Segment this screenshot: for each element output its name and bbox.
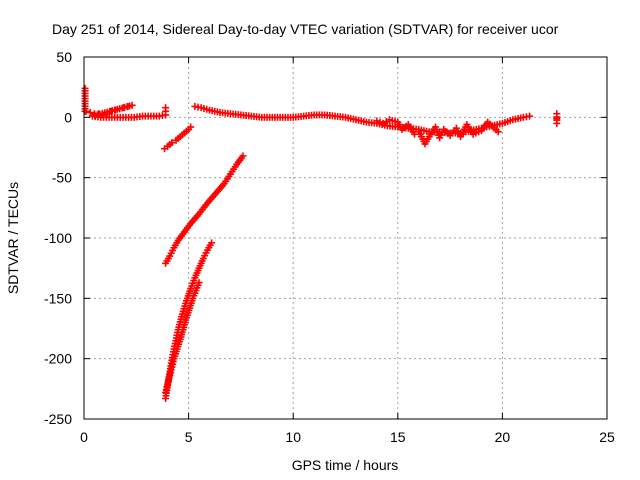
data-point — [526, 112, 534, 120]
ticks-layer — [83, 56, 608, 420]
x-tick-label: 25 — [599, 429, 615, 445]
data-point — [86, 109, 94, 117]
y-tick-label: -200 — [44, 351, 72, 367]
data-point — [376, 118, 384, 126]
y-tick-label: 0 — [64, 109, 72, 125]
data-point — [553, 119, 561, 127]
points-layer — [81, 84, 561, 402]
data-point — [162, 104, 170, 112]
chart-title: Day 251 of 2014, Sidereal Day-to-day VTE… — [52, 21, 559, 37]
x-tick-labels: 0 5 10 15 20 25 — [80, 429, 615, 445]
x-tick-label: 15 — [390, 429, 406, 445]
data-point — [373, 117, 381, 125]
y-tick-label: -250 — [44, 411, 72, 427]
data-point — [168, 139, 176, 147]
x-tick-label: 10 — [285, 429, 301, 445]
y-tick-labels: 50 0 -50 -100 -150 -200 -250 — [44, 49, 72, 427]
data-point — [494, 128, 502, 136]
data-point — [195, 279, 203, 287]
y-tick-label: -150 — [44, 290, 72, 306]
x-tick-label: 0 — [80, 429, 88, 445]
y-tick-label: -100 — [44, 230, 72, 246]
x-tick-label: 20 — [495, 429, 511, 445]
x-axis-label: GPS time / hours — [292, 457, 399, 473]
data-point — [239, 152, 247, 160]
y-axis-label: SDTVAR / TECUs — [5, 182, 21, 294]
x-tick-label: 5 — [185, 429, 193, 445]
data-point — [187, 123, 195, 131]
y-tick-label: -50 — [52, 170, 72, 186]
data-point — [208, 239, 216, 247]
y-tick-label: 50 — [56, 49, 72, 65]
